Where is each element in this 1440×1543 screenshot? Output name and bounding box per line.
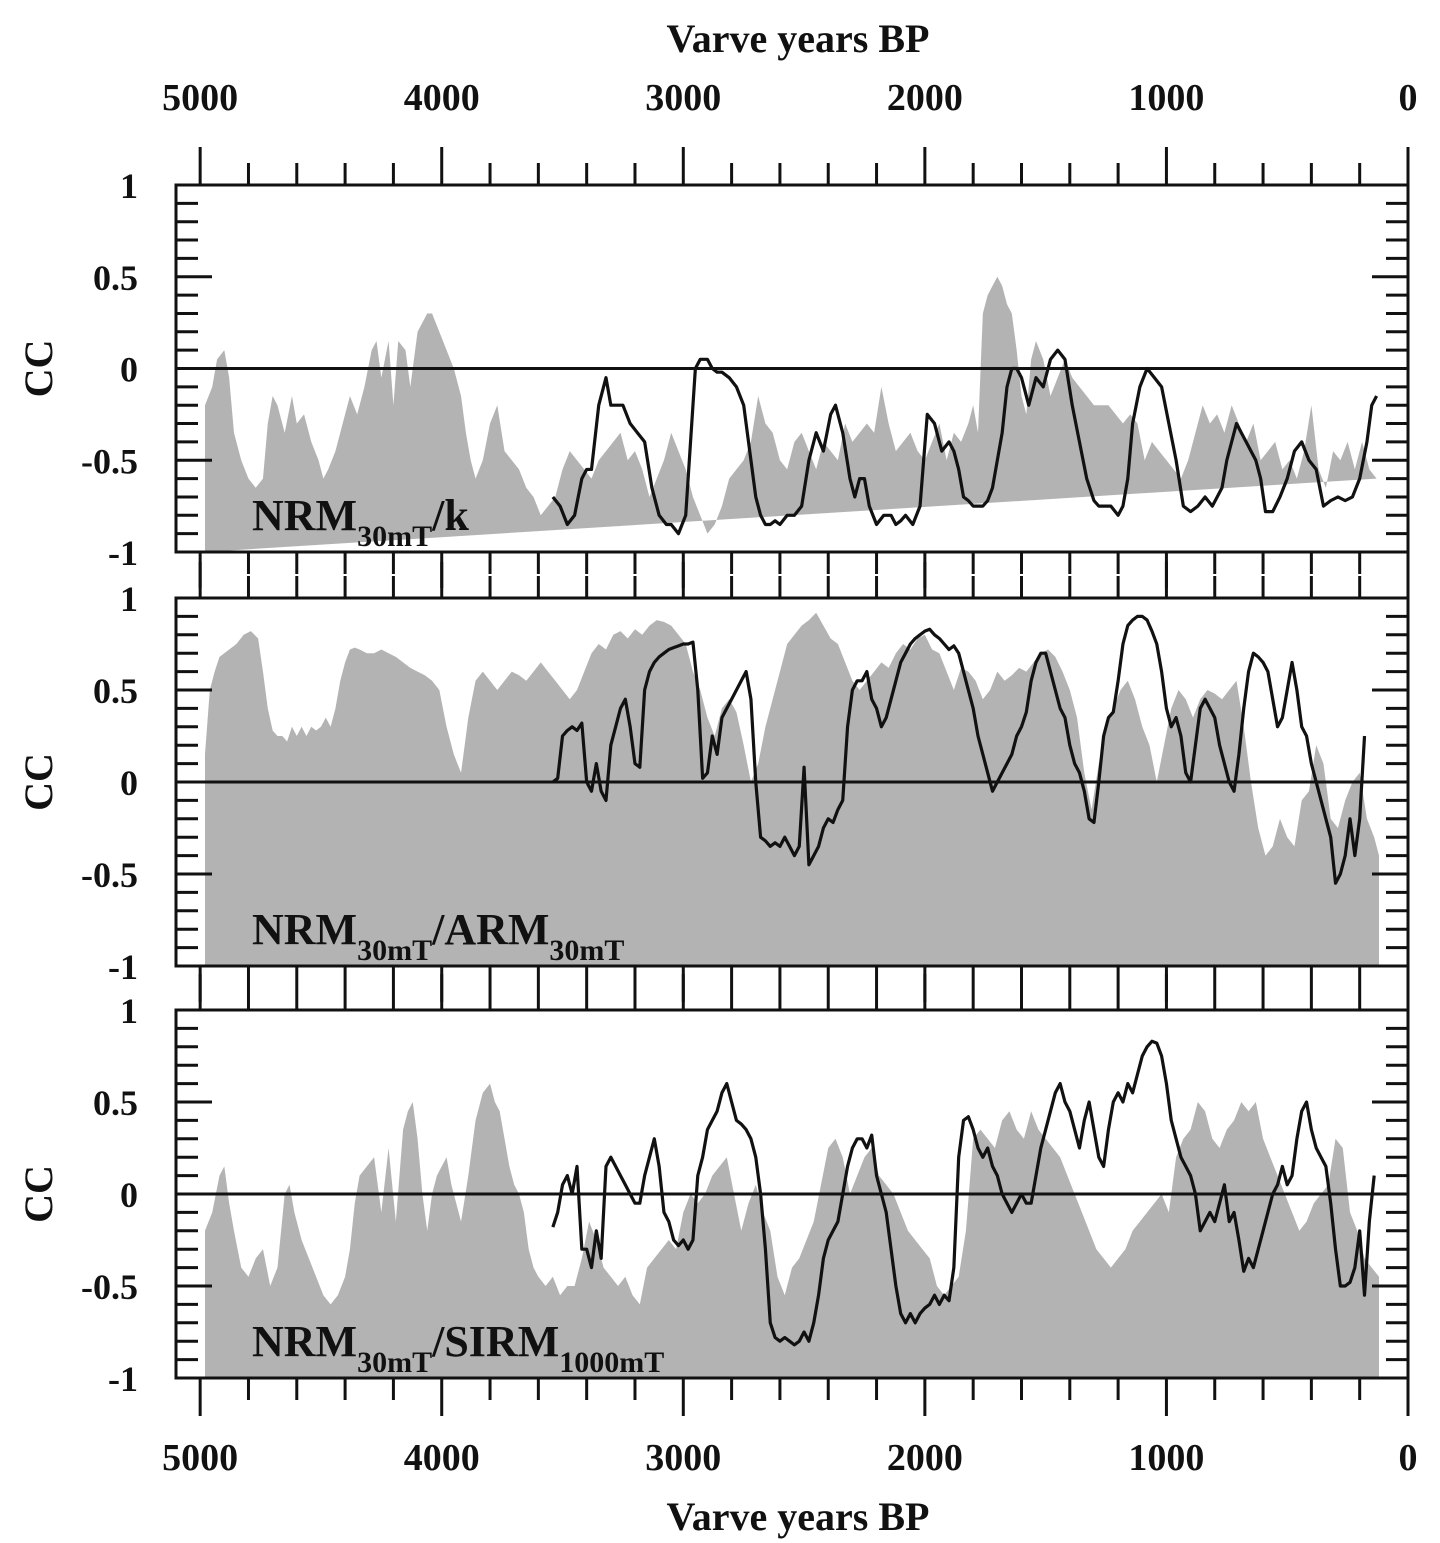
- panel-2-series-label: NRM30mT/ARM30mT: [252, 905, 624, 967]
- top-x-tick-label-3000: 3000: [645, 77, 721, 119]
- panel-3-y-tick-label-0.5: 0.5: [93, 1083, 138, 1123]
- top-x-tick-label-0: 0: [1399, 77, 1418, 119]
- panel-2-y-tick-label--0.5: -0.5: [81, 855, 138, 895]
- bottom-x-tick-label-0: 0: [1399, 1437, 1418, 1479]
- panel-1-y-tick-label--1: -1: [108, 533, 138, 573]
- panel-3-y-tick-label--0.5: -0.5: [81, 1267, 138, 1307]
- panel-1-y-tick-label-0: 0: [120, 350, 138, 390]
- bottom-x-tick-label-3000: 3000: [645, 1437, 721, 1479]
- bottom-x-tick-label-1000: 1000: [1128, 1437, 1204, 1479]
- panel-2-y-tick-label-0: 0: [120, 763, 138, 803]
- top-x-axis-title: Varve years BP: [667, 16, 930, 61]
- panel-3: 1 0.5 0 -0.5 -1 CC NRM30mT/SIRM1000mT: [16, 974, 1410, 1399]
- panel-3-y-tick-label-0: 0: [120, 1175, 138, 1215]
- top-x-tick-label-4000: 4000: [404, 77, 480, 119]
- top-x-tick-label-5000: 5000: [162, 77, 238, 119]
- panel-1-y-tick-label-0.5: 0.5: [93, 258, 138, 298]
- panel-3-y-tick-label-1: 1: [120, 991, 138, 1031]
- panel-2-y-axis-label: CC: [16, 753, 61, 811]
- bottom-x-tick-label-5000: 5000: [162, 1437, 238, 1479]
- panel-3-black-line-series: [551, 1039, 1376, 1347]
- panel-3-y-tick-label--1: -1: [108, 1359, 138, 1399]
- panel-3-gray-area-series: [204, 1083, 1380, 1378]
- panel-2-y-tick-label-0.5: 0.5: [93, 671, 138, 711]
- top-x-tick-label-1000: 1000: [1128, 77, 1204, 119]
- panel-1-y-tick-label--0.5: -0.5: [81, 441, 138, 481]
- panel-3-series-label: NRM30mT/SIRM1000mT: [252, 1317, 664, 1379]
- bottom-x-tick-label-2000: 2000: [887, 1437, 963, 1479]
- bottom-x-tick-label-4000: 4000: [404, 1437, 480, 1479]
- panel-1-gray-area-series: [204, 276, 1377, 552]
- bottom-x-axis-title: Varve years BP: [667, 1494, 930, 1539]
- panel-1-black-line-series: [551, 348, 1379, 536]
- panel-2-y-tick-label--1: -1: [108, 947, 138, 987]
- panel-3-y-axis-label: CC: [16, 1165, 61, 1223]
- panel-1-y-tick-label-1: 1: [120, 166, 138, 206]
- panel-2-y-tick-label-1: 1: [120, 579, 138, 619]
- panel-2-gray-area-series: [204, 612, 1380, 966]
- panel-1-series-label: NRM30mT/k: [252, 491, 469, 553]
- top-x-tick-label-2000: 2000: [887, 77, 963, 119]
- panel-1: 1 0.5 0 -0.5 -1 CC NRM30mT/k: [16, 166, 1410, 588]
- panel-1-y-axis-label: CC: [16, 340, 61, 398]
- panel-2: 1 0.5 0 -0.5 -1 CC NRM30mT/ARM30mT: [16, 562, 1410, 1002]
